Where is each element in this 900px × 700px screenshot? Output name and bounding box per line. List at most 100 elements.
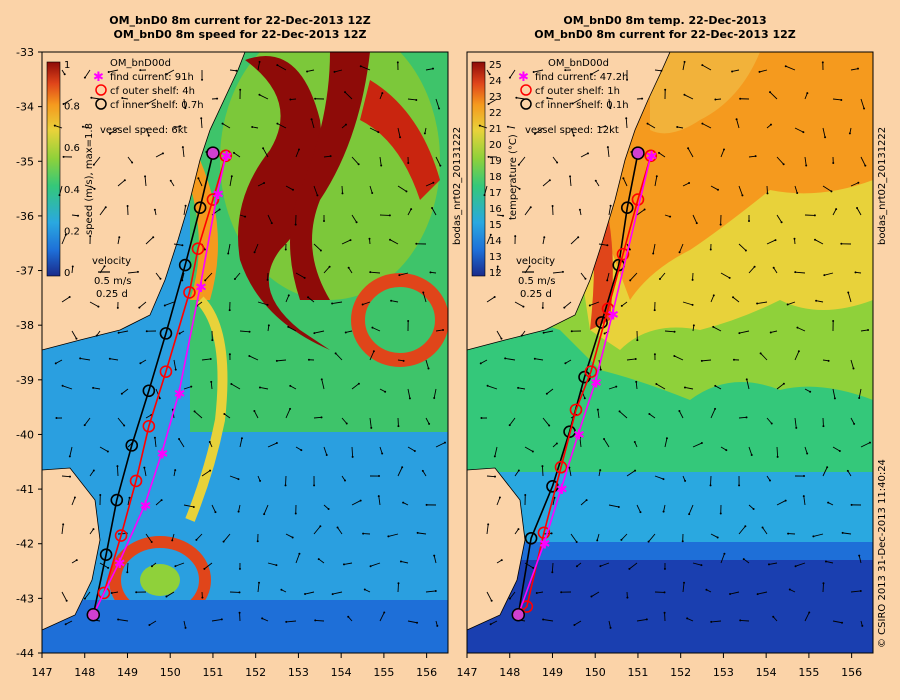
lat-tick-label: -35 [16,155,34,168]
velocity-arrow-head [772,615,775,618]
velocity-arrow-head [320,378,323,381]
velocity-arrow-head [422,291,425,294]
velocity-arrow-head [750,454,753,457]
velocity-arrow-head [620,538,623,541]
velocity-arrow [425,590,436,593]
velocity-arrow [794,185,798,194]
velocity-arrow [435,156,441,166]
legend-inner-marker-icon [95,98,107,110]
velocity-arrow [692,214,698,224]
velocity-arrow-head [128,496,131,499]
velocity-arrow-head [316,194,319,197]
velocity-arrow-head [71,265,74,268]
velocity-arrow [55,359,63,364]
velocity-arrow [682,61,685,71]
left-velocity-key-speed: 0.5 m/s [94,276,131,287]
velocity-arrow-head [496,265,499,268]
velocity-arrow-head [700,359,703,362]
velocity-arrow-head [744,249,747,252]
velocity-arrow-head [64,233,67,236]
velocity-arrow-head [362,532,365,535]
velocity-arrow [776,156,784,165]
velocity-arrow-head [641,97,644,100]
right-legend-header: OM_bnD00d [548,58,609,69]
velocity-arrow-head [824,136,827,139]
velocity-arrow-head [652,252,655,255]
lon-tick-label: 148 [499,666,520,679]
velocity-arrow [337,527,343,535]
velocity-arrow-head [131,161,134,164]
velocity-arrow [99,206,107,216]
velocity-arrow [89,301,99,307]
velocity-arrow-head [399,136,402,139]
velocity-arrow-head [806,452,809,455]
velocity-arrow [486,234,492,245]
velocity-arrow-head [681,540,684,543]
velocity-arrow [551,562,554,573]
velocity-arrow [425,417,430,425]
velocity-arrow-head [535,592,538,595]
velocity-arrow-head [263,513,266,516]
velocity-arrow [654,176,658,187]
velocity-arrow-head [218,208,221,211]
velocity-arrow-head [179,125,182,128]
velocity-arrow-head [673,330,676,333]
velocity-arrow-head [428,422,431,425]
velocity-arrow-head [347,615,350,618]
velocity-arrow-head [596,539,599,542]
velocity-arrow-head [852,367,855,370]
velocity-arrow [692,442,703,448]
velocity-arrow [370,562,381,567]
velocity-arrow [397,185,407,192]
velocity-arrow-head [838,450,841,453]
velocity-arrow-head [369,271,372,274]
velocity-arrow [227,243,231,254]
velocity-arrow-head [700,564,703,567]
velocity-arrow-head [487,155,490,158]
velocity-arrow [804,612,810,622]
velocity-arrow-head [633,441,636,444]
velocity-arrow-head [546,97,549,100]
velocity-arrow [654,69,662,72]
velocity-arrow-head [201,78,204,81]
velocity-arrow-head [208,441,211,444]
velocity-arrow-head [328,265,331,268]
velocity-arrow-head [163,304,166,307]
velocity-arrow [109,127,119,135]
velocity-arrow-head [343,479,346,482]
velocity-arrow-head [415,242,418,245]
velocity-arrow-head [524,494,527,497]
velocity-arrow-head [209,469,212,472]
velocity-arrow-head [599,469,602,472]
outer-route-point [129,474,143,488]
legend-outer-marker-icon [520,84,532,96]
velocity-arrow [832,208,837,216]
velocity-arrow-head [687,147,690,150]
velocity-arrow-head [769,331,772,334]
velocity-arrow-head [561,270,564,273]
outer-route-point [206,193,220,206]
velocity-arrow [149,620,157,626]
velocity-arrow [710,185,719,191]
velocity-arrow [171,533,175,541]
velocity-arrow-head [520,334,523,337]
left-velocity-key-title: velocity [92,256,131,267]
velocity-arrow [262,148,269,158]
velocity-arrow [422,470,427,477]
velocity-arrow [713,326,722,332]
velocity-arrow [702,64,712,71]
velocity-arrow [351,156,359,165]
velocity-arrow [139,301,147,308]
velocity-arrow-head [490,599,493,602]
lat-tick-label: -43 [16,592,34,605]
velocity-arrow-head [443,441,446,444]
velocity-arrow-head [99,494,102,497]
velocity-arrow-head [585,499,588,502]
velocity-arrow [738,185,743,196]
velocity-arrow [534,127,544,135]
velocity-arrow-head [193,410,196,413]
velocity-arrow-head [294,223,297,226]
velocity-arrow [267,562,277,566]
velocity-arrow [422,292,427,303]
velocity-arrow [591,69,600,75]
